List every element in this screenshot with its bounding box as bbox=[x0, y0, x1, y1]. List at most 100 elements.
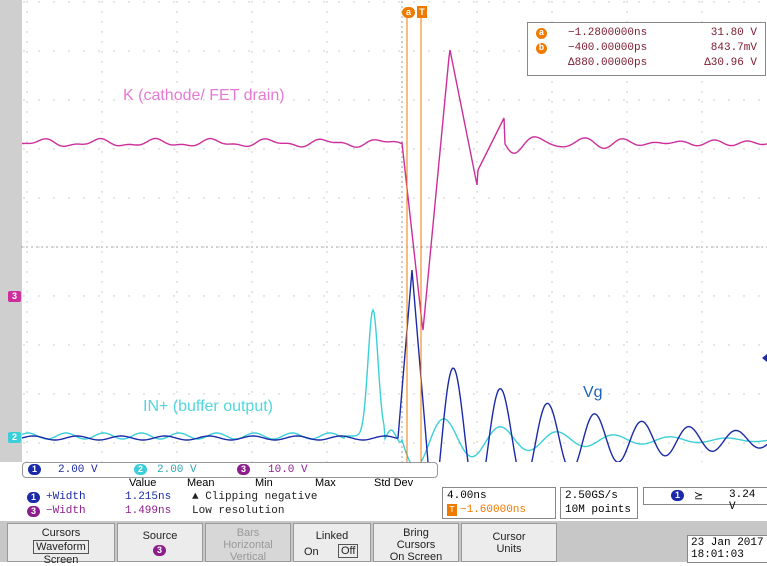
grid-dot bbox=[251, 451, 253, 453]
cursors-mode-button[interactable]: Cursors Waveform Screen bbox=[7, 523, 115, 566]
grid-dot bbox=[518, 344, 520, 346]
grid-dot bbox=[728, 295, 730, 297]
channel-1-badge[interactable]: 1 bbox=[28, 464, 41, 475]
grid-dot bbox=[83, 393, 85, 395]
grid-dot bbox=[26, 441, 28, 443]
grid-dot bbox=[233, 148, 235, 150]
grid-dot bbox=[626, 381, 628, 383]
channel-1-scale[interactable]: 2.00 V bbox=[58, 464, 98, 476]
grid-dot bbox=[26, 341, 28, 343]
grid-dot bbox=[98, 50, 100, 52]
trigger-source-badge: 1 bbox=[671, 490, 684, 501]
grid-dot bbox=[53, 50, 55, 52]
bars-button[interactable]: Bars Horizontal Vertical bbox=[205, 523, 291, 563]
grid-dot bbox=[23, 99, 25, 101]
grid-dot bbox=[203, 442, 205, 444]
linked-button[interactable]: Linked On Off bbox=[293, 523, 371, 562]
grid-dot bbox=[293, 99, 295, 101]
grid-dot bbox=[158, 148, 160, 150]
grid-dot bbox=[551, 121, 553, 123]
grid-dot bbox=[536, 246, 538, 248]
grid-dot bbox=[113, 442, 115, 444]
grid-dot bbox=[236, 246, 238, 248]
grid-dot bbox=[476, 391, 478, 393]
linked-off-option[interactable]: Off bbox=[338, 544, 359, 558]
low-resolution-note: Low resolution bbox=[192, 505, 285, 517]
grid-dot bbox=[636, 246, 638, 248]
grid-dot bbox=[26, 221, 28, 223]
cursors-mode-title: Cursors bbox=[41, 527, 81, 539]
grid-dot bbox=[218, 393, 220, 395]
grid-dot bbox=[143, 393, 145, 395]
grid-dot bbox=[23, 246, 25, 248]
linked-on-option[interactable]: On bbox=[304, 546, 319, 558]
channel-3-ground-marker[interactable]: 3 bbox=[8, 291, 21, 302]
grid-dot bbox=[401, 46, 403, 48]
grid-dot bbox=[101, 291, 103, 293]
channel-2-ground-marker[interactable]: 2 bbox=[8, 432, 21, 443]
channel-1-waveform bbox=[21, 269, 767, 462]
source-button[interactable]: Source 3 bbox=[117, 523, 203, 562]
grid-dot bbox=[551, 381, 553, 383]
grid-dot bbox=[368, 197, 370, 199]
grid-dot bbox=[101, 161, 103, 163]
grid-dot bbox=[206, 246, 208, 248]
grid-dot bbox=[101, 431, 103, 433]
grid-dot bbox=[401, 76, 403, 78]
grid-dot bbox=[473, 197, 475, 199]
grid-dot bbox=[101, 301, 103, 303]
trigger-position-marker[interactable]: T bbox=[417, 6, 427, 18]
grid-dot bbox=[143, 99, 145, 101]
trigger-settings[interactable]: 1 ⪰ 3.24 V bbox=[643, 487, 767, 513]
grid-dot bbox=[101, 71, 103, 73]
grid-dot bbox=[26, 291, 28, 293]
grid-dot bbox=[476, 51, 478, 53]
grid-dot bbox=[383, 50, 385, 52]
channel-3-badge[interactable]: 3 bbox=[237, 464, 250, 475]
grid-dot bbox=[626, 451, 628, 453]
channel-3-scale[interactable]: 10.0 V bbox=[268, 464, 308, 476]
grid-dot bbox=[626, 181, 628, 183]
grid-dot bbox=[638, 99, 640, 101]
grid-dot bbox=[188, 442, 190, 444]
grid-dot bbox=[476, 121, 478, 123]
grid-dot bbox=[428, 295, 430, 297]
acquisition-settings[interactable]: 2.50GS/s 10M points bbox=[560, 487, 638, 519]
grid-dot bbox=[53, 246, 55, 248]
grid-dot bbox=[176, 21, 178, 23]
grid-dot bbox=[626, 401, 628, 403]
grid-dot bbox=[476, 261, 478, 263]
grid-dot bbox=[593, 295, 595, 297]
bring-cursors-on-screen-button[interactable]: Bring Cursors On Screen bbox=[373, 523, 459, 563]
grid-dot bbox=[533, 1, 535, 3]
cursor-readout: a −1.2800000ns 31.80 V b −400.00000ps 84… bbox=[527, 22, 766, 76]
grid-dot bbox=[26, 391, 28, 393]
grid-dot bbox=[758, 344, 760, 346]
horizontal-settings[interactable]: 4.00ns T −1.60000ns bbox=[442, 487, 556, 519]
grid-dot bbox=[326, 411, 328, 413]
measurement-header-max: Max bbox=[315, 477, 336, 489]
clipping-warning: ▲ Clipping negative bbox=[192, 491, 318, 503]
grid-dot bbox=[101, 201, 103, 203]
grid-dot bbox=[551, 101, 553, 103]
grid-dot bbox=[683, 1, 685, 3]
grid-dot bbox=[176, 1, 178, 3]
grid-dot bbox=[481, 246, 483, 248]
grid-dot bbox=[638, 295, 640, 297]
grid-dot bbox=[113, 393, 115, 395]
grid-dot bbox=[401, 111, 403, 113]
grid-dot bbox=[488, 246, 490, 248]
grid-dot bbox=[503, 50, 505, 52]
cursor-units-button[interactable]: Cursor Units bbox=[461, 523, 557, 562]
grid-dot bbox=[176, 451, 178, 453]
grid-dot bbox=[626, 201, 628, 203]
measurement-2-name[interactable]: −Width bbox=[46, 505, 86, 517]
grid-dot bbox=[548, 1, 550, 3]
grid-dot bbox=[578, 148, 580, 150]
cursor-a-handle[interactable]: a bbox=[402, 7, 415, 18]
channel-2-scale[interactable]: 2.00 V bbox=[157, 464, 197, 476]
measurement-1-name[interactable]: +Width bbox=[46, 491, 86, 503]
grid-dot bbox=[503, 148, 505, 150]
channel-2-badge[interactable]: 2 bbox=[134, 464, 147, 475]
grid-dot bbox=[176, 421, 178, 423]
